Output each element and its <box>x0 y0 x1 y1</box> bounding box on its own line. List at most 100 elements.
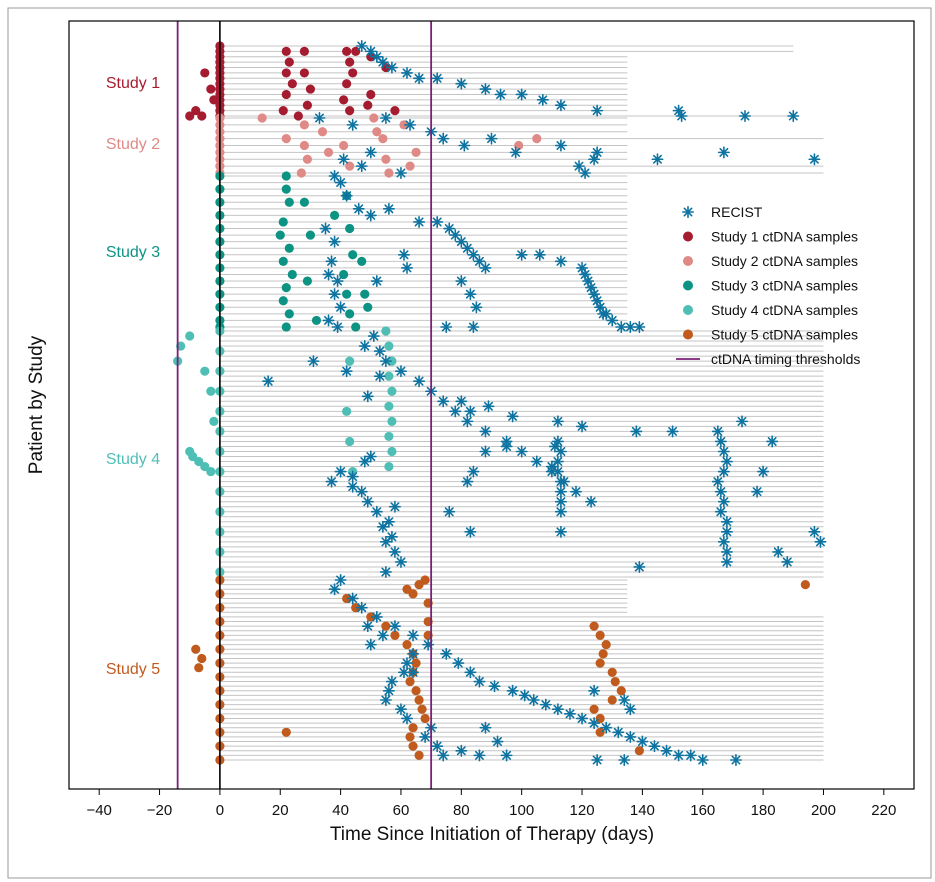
ctdna-sample-point <box>342 46 352 56</box>
recist-marker-stroke <box>490 681 499 691</box>
recist-point <box>500 749 513 762</box>
ctdna-sample-point <box>284 243 294 253</box>
recist-marker-stroke <box>517 89 527 99</box>
ctdna-sample-point <box>342 289 352 299</box>
recist-point <box>431 740 444 753</box>
recist-point <box>684 749 697 762</box>
recist-point <box>720 555 733 568</box>
ctdna-sample-point <box>595 630 605 640</box>
recist-marker-stroke <box>366 46 376 56</box>
recist-point <box>781 555 794 568</box>
recist-marker-stroke <box>330 289 340 299</box>
recist-marker-stroke <box>333 276 343 286</box>
ctdna-sample-point <box>209 95 219 105</box>
ctdna-sample-point <box>366 612 376 622</box>
recist-point <box>618 753 631 767</box>
legend-label: ctDNA timing thresholds <box>711 351 860 367</box>
recist-marker-stroke <box>408 649 418 659</box>
recist-marker-stroke <box>366 640 376 650</box>
ctdna-sample-point <box>278 296 288 306</box>
x-tick-label: 0 <box>216 802 224 819</box>
recist-point <box>449 405 462 418</box>
ctdna-sample-point <box>411 686 421 696</box>
ctdna-sample-point <box>345 309 355 319</box>
recist-marker-stroke <box>713 426 723 436</box>
ctdna-sample-point <box>299 46 309 56</box>
recist-marker-stroke <box>480 426 490 436</box>
recist-marker-stroke <box>348 482 358 492</box>
legend-marker-dot <box>683 231 693 242</box>
ctdna-sample-point <box>610 676 620 687</box>
recist-point <box>751 485 764 498</box>
recist-marker-stroke <box>444 507 454 517</box>
ctdna-sample-point <box>384 371 394 381</box>
ctdna-sample-point <box>305 230 316 240</box>
recist-point <box>394 167 407 179</box>
study-label: Study 5 <box>106 661 160 678</box>
ctdna-sample-point <box>405 676 415 687</box>
ctdna-sample-point <box>381 621 391 631</box>
ctdna-sample-point <box>257 113 267 123</box>
ctdna-sample-point <box>345 106 355 116</box>
x-tick-label: 160 <box>690 802 715 819</box>
recist-marker-stroke <box>396 168 406 178</box>
recist-point <box>461 415 474 428</box>
recist-point <box>636 735 649 748</box>
ctdna-sample-point <box>598 649 608 659</box>
recist-point <box>358 340 371 353</box>
recist-marker-stroke <box>589 289 599 299</box>
recist-point <box>346 480 359 493</box>
recist-point <box>515 248 528 261</box>
recist-marker-stroke <box>408 630 418 640</box>
recist-point <box>346 118 359 131</box>
recist-marker-stroke <box>471 302 481 312</box>
ctdna-sample-point <box>348 68 358 78</box>
recist-point <box>720 515 733 528</box>
ctdna-sample-point <box>281 171 291 181</box>
ctdna-sample-point <box>342 593 352 604</box>
x-tick-label: 20 <box>272 802 289 819</box>
ctdna-sample-point <box>405 161 415 171</box>
recist-marker-stroke <box>619 755 629 765</box>
recist-point <box>376 520 389 533</box>
recist-marker-stroke <box>459 141 469 150</box>
ctdna-sample-point <box>363 100 373 110</box>
recist-marker-stroke <box>381 567 391 577</box>
recist-marker-stroke <box>336 178 346 188</box>
ctdna-sample-point <box>275 230 285 240</box>
recist-marker-stroke <box>450 230 460 240</box>
recist-point <box>808 153 821 166</box>
recist-point <box>506 684 519 697</box>
recist-marker-stroke <box>330 171 340 181</box>
recist-point <box>479 445 492 458</box>
recist-point <box>322 268 335 281</box>
recist-marker-stroke <box>752 487 762 497</box>
recist-marker-stroke <box>462 416 472 426</box>
recist-point <box>334 176 347 189</box>
ctdna-sample-point <box>399 120 409 130</box>
recist-marker-stroke <box>308 356 318 366</box>
recist-marker-stroke <box>462 477 472 487</box>
recist-marker-stroke <box>384 686 394 696</box>
recist-point <box>355 39 368 53</box>
ctdna-sample-point <box>281 134 291 144</box>
recist-marker-stroke <box>553 416 563 426</box>
ctdna-sample-point <box>284 309 294 319</box>
recist-marker-stroke <box>363 497 373 507</box>
recist-marker-stroke <box>456 237 466 247</box>
recist-marker-stroke <box>414 376 424 386</box>
recist-marker-stroke <box>357 41 367 51</box>
recist-point <box>612 726 625 739</box>
ctdna-sample-point <box>281 283 291 293</box>
ctdna-sample-point <box>601 640 611 650</box>
recist-marker-stroke <box>366 452 376 461</box>
recist-marker-stroke <box>719 497 729 507</box>
recist-point <box>651 153 664 166</box>
recist-marker-stroke <box>390 621 400 631</box>
legend-marker-dot <box>683 280 693 291</box>
recist-marker-stroke <box>586 283 596 293</box>
x-axis-title: Time Since Initiation of Therapy (days) <box>330 824 654 845</box>
ctdna-sample-point <box>405 732 415 742</box>
recist-marker-stroke <box>653 154 662 164</box>
recist-point <box>334 465 347 478</box>
